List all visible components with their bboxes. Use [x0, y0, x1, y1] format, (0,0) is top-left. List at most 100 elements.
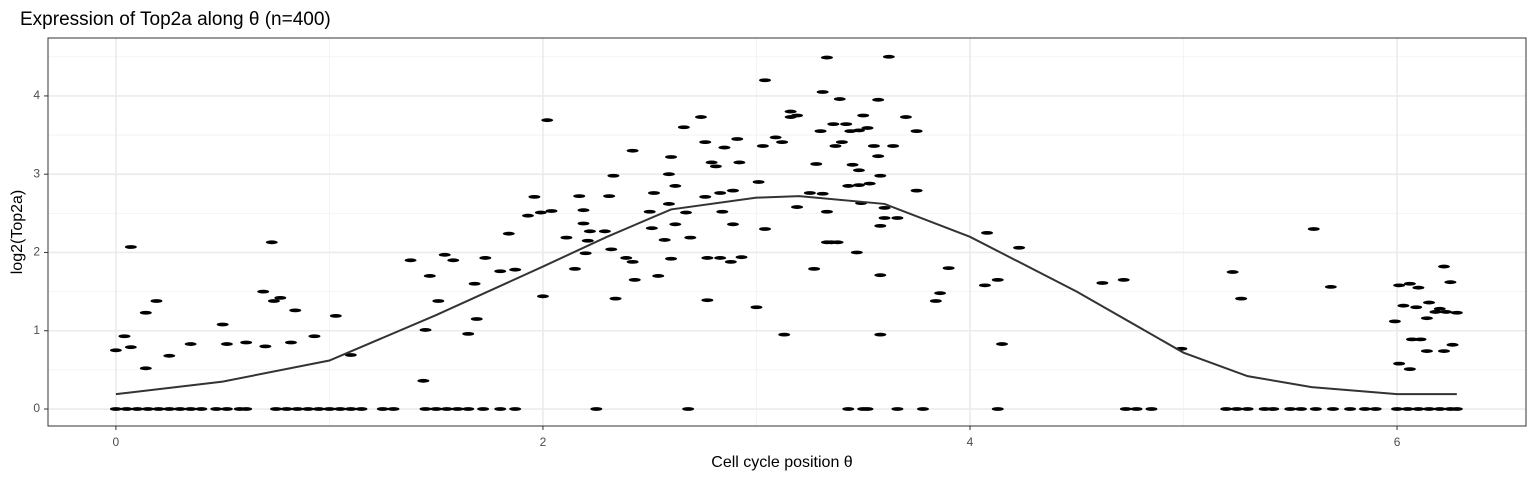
point — [109, 407, 122, 411]
point — [684, 235, 697, 240]
point — [1391, 407, 1404, 411]
point — [270, 407, 283, 411]
point — [494, 269, 507, 274]
point — [694, 115, 707, 119]
point — [1403, 367, 1416, 371]
x-tick-label: 4 — [967, 435, 974, 449]
point — [714, 191, 727, 195]
point — [1433, 306, 1446, 311]
point — [701, 298, 714, 303]
point — [577, 208, 590, 213]
point — [462, 331, 475, 336]
point — [874, 173, 887, 178]
point — [577, 221, 590, 226]
point — [173, 407, 186, 411]
point — [756, 144, 769, 148]
point — [833, 97, 846, 101]
point — [1230, 407, 1243, 411]
point — [724, 259, 737, 264]
point — [701, 256, 714, 260]
point — [536, 294, 549, 299]
point — [1344, 407, 1357, 411]
point — [1450, 407, 1463, 411]
point — [568, 267, 581, 271]
point — [1438, 264, 1451, 269]
point — [835, 140, 848, 145]
point — [820, 55, 833, 60]
point — [991, 277, 1004, 282]
point — [882, 54, 895, 59]
point — [240, 340, 253, 345]
point — [929, 299, 942, 303]
point — [280, 407, 293, 411]
point — [289, 308, 302, 313]
point — [714, 256, 727, 260]
point — [419, 407, 432, 411]
point — [842, 184, 855, 188]
point — [423, 274, 436, 278]
point — [662, 172, 675, 177]
point — [863, 181, 876, 186]
point — [509, 407, 522, 411]
point — [996, 342, 1009, 346]
point — [662, 202, 675, 206]
point — [581, 238, 594, 243]
point — [1258, 407, 1271, 411]
point — [1284, 407, 1297, 411]
point — [376, 407, 389, 411]
point — [291, 407, 304, 411]
point — [887, 144, 900, 148]
point — [852, 128, 865, 133]
point — [669, 184, 682, 188]
point — [1423, 407, 1436, 411]
point — [1359, 407, 1372, 411]
point — [432, 299, 445, 303]
point — [1401, 407, 1414, 411]
point — [874, 332, 887, 337]
point — [220, 342, 233, 346]
panel-background — [48, 38, 1526, 426]
point — [220, 407, 233, 411]
point — [355, 407, 368, 411]
point — [647, 191, 660, 195]
point — [1444, 280, 1457, 285]
y-tick-label: 4 — [33, 88, 40, 102]
point — [861, 126, 874, 130]
point — [1119, 407, 1132, 411]
point — [344, 353, 357, 357]
point — [573, 194, 586, 199]
point — [1307, 227, 1320, 231]
point — [541, 118, 554, 123]
point — [878, 205, 891, 210]
point — [284, 340, 297, 345]
point — [605, 247, 618, 252]
point — [479, 256, 492, 260]
point — [210, 407, 223, 411]
point — [677, 125, 690, 130]
point — [658, 238, 671, 242]
point — [109, 348, 122, 353]
point — [769, 135, 782, 140]
point — [846, 162, 859, 167]
point — [502, 231, 515, 236]
point — [609, 296, 622, 301]
point — [141, 407, 154, 411]
point — [1412, 285, 1425, 290]
point — [590, 407, 603, 411]
point — [1423, 300, 1436, 305]
point — [1412, 407, 1425, 411]
point — [716, 209, 729, 214]
point — [816, 90, 829, 94]
point — [451, 407, 464, 411]
point — [752, 180, 765, 184]
point — [1267, 407, 1280, 411]
point — [387, 407, 400, 411]
point — [528, 194, 541, 199]
chart-title: Expression of Top2a along θ (n=400) — [20, 9, 331, 30]
point — [124, 345, 137, 350]
point — [598, 229, 611, 234]
point — [759, 227, 772, 231]
point — [759, 78, 772, 83]
point — [731, 137, 744, 141]
